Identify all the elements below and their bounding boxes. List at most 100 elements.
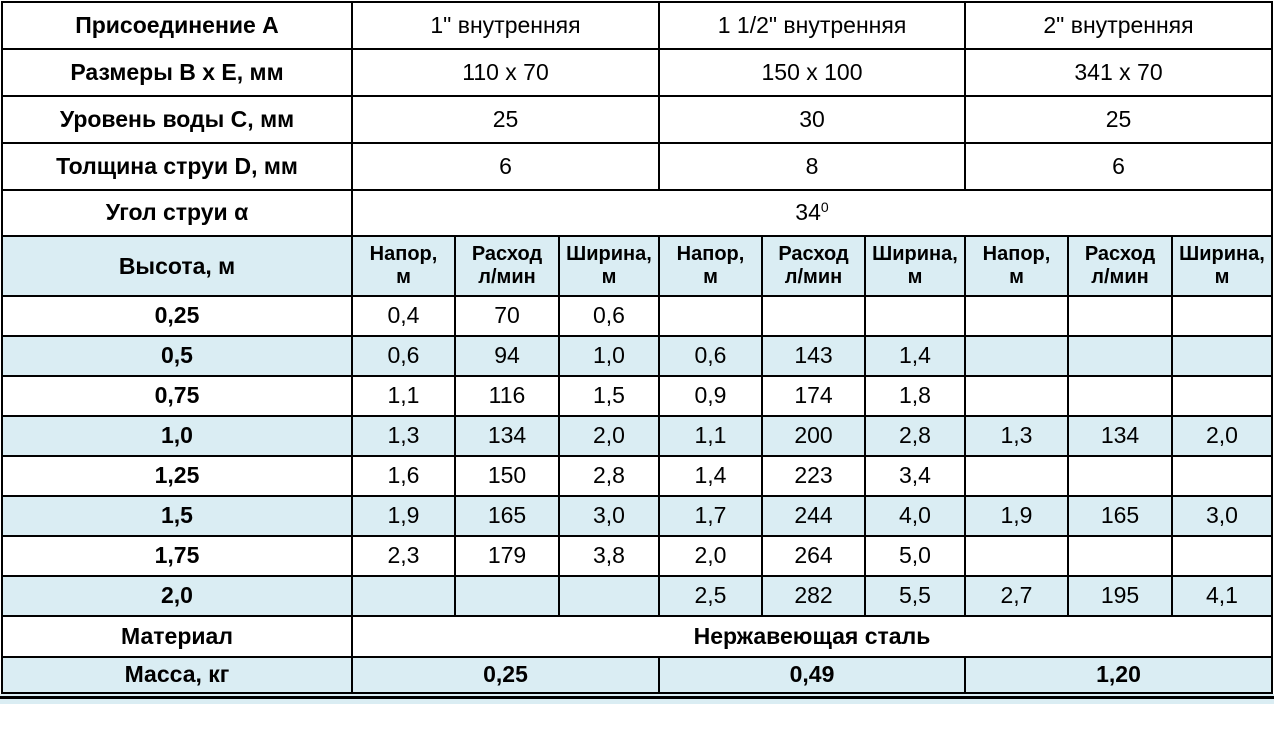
material-value: Нержавеющая сталь [351, 615, 1273, 658]
height-label: 1,25 [1, 455, 353, 497]
table-row: 1,0 1,3 134 2,0 1,1 200 2,8 1,3 134 2,0 [1, 415, 1273, 457]
table-cell: 165 [1067, 495, 1173, 537]
table-cell [964, 375, 1069, 417]
table-cell: 1,8 [864, 375, 966, 417]
spec-table: Присоединение А 1" внутренняя 1 1/2" вну… [1, 1, 1273, 694]
height-label: 1,0 [1, 415, 353, 457]
table-cell [1171, 375, 1273, 417]
table-cell: 5,5 [864, 575, 966, 617]
table-row: Масса, кг 0,25 0,49 1,20 [1, 656, 1273, 694]
table-cell: 143 [761, 335, 866, 377]
table-bottom-double-border [0, 694, 1274, 704]
table-cell: 1,0 [558, 335, 660, 377]
table-cell: 3,8 [558, 535, 660, 577]
table-cell: 2,0 [558, 415, 660, 457]
column-header-head-2: Напор, м [658, 235, 763, 297]
column-header-flow-3: Расход л/мин [1067, 235, 1173, 297]
table-row: 0,5 0,6 94 1,0 0,6 143 1,4 [1, 335, 1273, 377]
angle-superscript: 0 [820, 199, 829, 216]
water-level-value-2: 30 [658, 95, 966, 144]
row-label-material: Материал [1, 615, 353, 658]
table-cell [864, 295, 966, 337]
row-label-water-level: Уровень воды C, мм [1, 95, 353, 144]
table-cell: 3,0 [558, 495, 660, 537]
table-cell: 0,4 [351, 295, 456, 337]
table-cell: 0,9 [658, 375, 763, 417]
column-header-flow-1: Расход л/мин [454, 235, 560, 297]
table-cell: 165 [454, 495, 560, 537]
table-cell: 0,6 [558, 295, 660, 337]
table-cell: 134 [454, 415, 560, 457]
table-cell: 195 [1067, 575, 1173, 617]
table-cell: 179 [454, 535, 560, 577]
height-label: 0,25 [1, 295, 353, 337]
column-header-height: Высота, м [1, 235, 353, 297]
row-label-mass: Масса, кг [1, 656, 353, 694]
table-cell: 1,6 [351, 455, 456, 497]
water-level-value-3: 25 [964, 95, 1273, 144]
table-cell: 0,6 [351, 335, 456, 377]
table-cell: 1,3 [964, 415, 1069, 457]
table-cell: 116 [454, 375, 560, 417]
jet-thickness-value-1: 6 [351, 142, 660, 191]
table-row: 1,5 1,9 165 3,0 1,7 244 4,0 1,9 165 3,0 [1, 495, 1273, 537]
column-header-width-3: Ширина, м [1171, 235, 1273, 297]
height-label: 0,5 [1, 335, 353, 377]
table-header-row: Высота, м Напор, м Расход л/мин Ширина, … [1, 235, 1273, 297]
table-cell [454, 575, 560, 617]
connection-value-3: 2" внутренняя [964, 1, 1273, 50]
table-row: 0,25 0,4 70 0,6 [1, 295, 1273, 337]
table-cell: 223 [761, 455, 866, 497]
table-cell: 1,4 [658, 455, 763, 497]
table-cell [964, 455, 1069, 497]
table-cell [1067, 295, 1173, 337]
water-level-value-1: 25 [351, 95, 660, 144]
table-cell: 1,1 [351, 375, 456, 417]
column-header-width-2: Ширина, м [864, 235, 966, 297]
table-cell: 150 [454, 455, 560, 497]
dimensions-value-3: 341 x 70 [964, 48, 1273, 97]
table-cell [1067, 535, 1173, 577]
jet-thickness-value-3: 6 [964, 142, 1273, 191]
table-cell: 70 [454, 295, 560, 337]
table-row: 2,0 2,5 282 5,5 2,7 195 4,1 [1, 575, 1273, 617]
column-header-head-1: Напор, м [351, 235, 456, 297]
table-cell [1171, 535, 1273, 577]
table-cell [964, 295, 1069, 337]
mass-value-1: 0,25 [351, 656, 660, 694]
table-row: Толщина струи D, мм 6 8 6 [1, 142, 1273, 191]
row-label-jet-thickness: Толщина струи D, мм [1, 142, 353, 191]
angle-number: 34 [795, 199, 821, 226]
table-cell: 4,1 [1171, 575, 1273, 617]
height-label: 0,75 [1, 375, 353, 417]
column-header-flow-2: Расход л/мин [761, 235, 866, 297]
table-cell: 2,0 [658, 535, 763, 577]
table-cell: 3,4 [864, 455, 966, 497]
table-cell [1171, 335, 1273, 377]
height-label: 1,5 [1, 495, 353, 537]
table-row: Присоединение А 1" внутренняя 1 1/2" вну… [1, 1, 1273, 50]
table-cell: 1,5 [558, 375, 660, 417]
jet-angle-value: 340 [351, 189, 1273, 237]
column-header-width-1: Ширина, м [558, 235, 660, 297]
connection-value-1: 1" внутренняя [351, 1, 660, 50]
table-cell: 2,8 [558, 455, 660, 497]
table-cell: 264 [761, 535, 866, 577]
jet-thickness-value-2: 8 [658, 142, 966, 191]
table-cell [1171, 295, 1273, 337]
table-cell: 2,5 [658, 575, 763, 617]
dimensions-value-2: 150 x 100 [658, 48, 966, 97]
table-cell [761, 295, 866, 337]
table-cell [1067, 375, 1173, 417]
table-cell: 2,7 [964, 575, 1069, 617]
table-cell [658, 295, 763, 337]
table-row: 1,75 2,3 179 3,8 2,0 264 5,0 [1, 535, 1273, 577]
table-cell: 0,6 [658, 335, 763, 377]
table-row: Уровень воды C, мм 25 30 25 [1, 95, 1273, 144]
table-row: 1,25 1,6 150 2,8 1,4 223 3,4 [1, 455, 1273, 497]
table-cell: 244 [761, 495, 866, 537]
table-row: Размеры B x E, мм 110 x 70 150 x 100 341… [1, 48, 1273, 97]
column-header-head-3: Напор, м [964, 235, 1069, 297]
table-cell: 1,9 [964, 495, 1069, 537]
